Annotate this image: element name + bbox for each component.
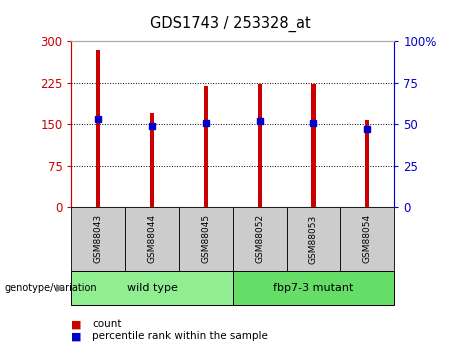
Text: ■: ■ [71, 332, 82, 341]
Bar [179, 207, 233, 271]
Bar [258, 85, 262, 207]
Bar [233, 271, 394, 305]
Text: GSM88045: GSM88045 [201, 214, 210, 264]
Text: GSM88052: GSM88052 [255, 214, 264, 264]
Text: GDS1743 / 253328_at: GDS1743 / 253328_at [150, 16, 311, 32]
Text: GSM88053: GSM88053 [309, 214, 318, 264]
Text: percentile rank within the sample: percentile rank within the sample [92, 332, 268, 341]
Bar [71, 271, 233, 305]
Bar [125, 207, 179, 271]
Text: genotype/variation: genotype/variation [5, 283, 97, 293]
Text: GSM88044: GSM88044 [148, 214, 157, 264]
Bar [287, 207, 340, 271]
Bar [311, 85, 316, 207]
Text: fbp7-3 mutant: fbp7-3 mutant [273, 283, 354, 293]
Text: count: count [92, 319, 122, 329]
Text: GSM88054: GSM88054 [363, 214, 372, 264]
Bar [71, 207, 125, 271]
Bar [96, 50, 100, 207]
Text: GSM88043: GSM88043 [94, 214, 103, 264]
Bar [233, 207, 287, 271]
Text: ■: ■ [71, 319, 82, 329]
Text: ▶: ▶ [56, 283, 64, 293]
Bar [340, 207, 394, 271]
Bar [150, 113, 154, 207]
Bar [365, 120, 369, 207]
Bar [204, 86, 208, 207]
Text: wild type: wild type [127, 283, 177, 293]
